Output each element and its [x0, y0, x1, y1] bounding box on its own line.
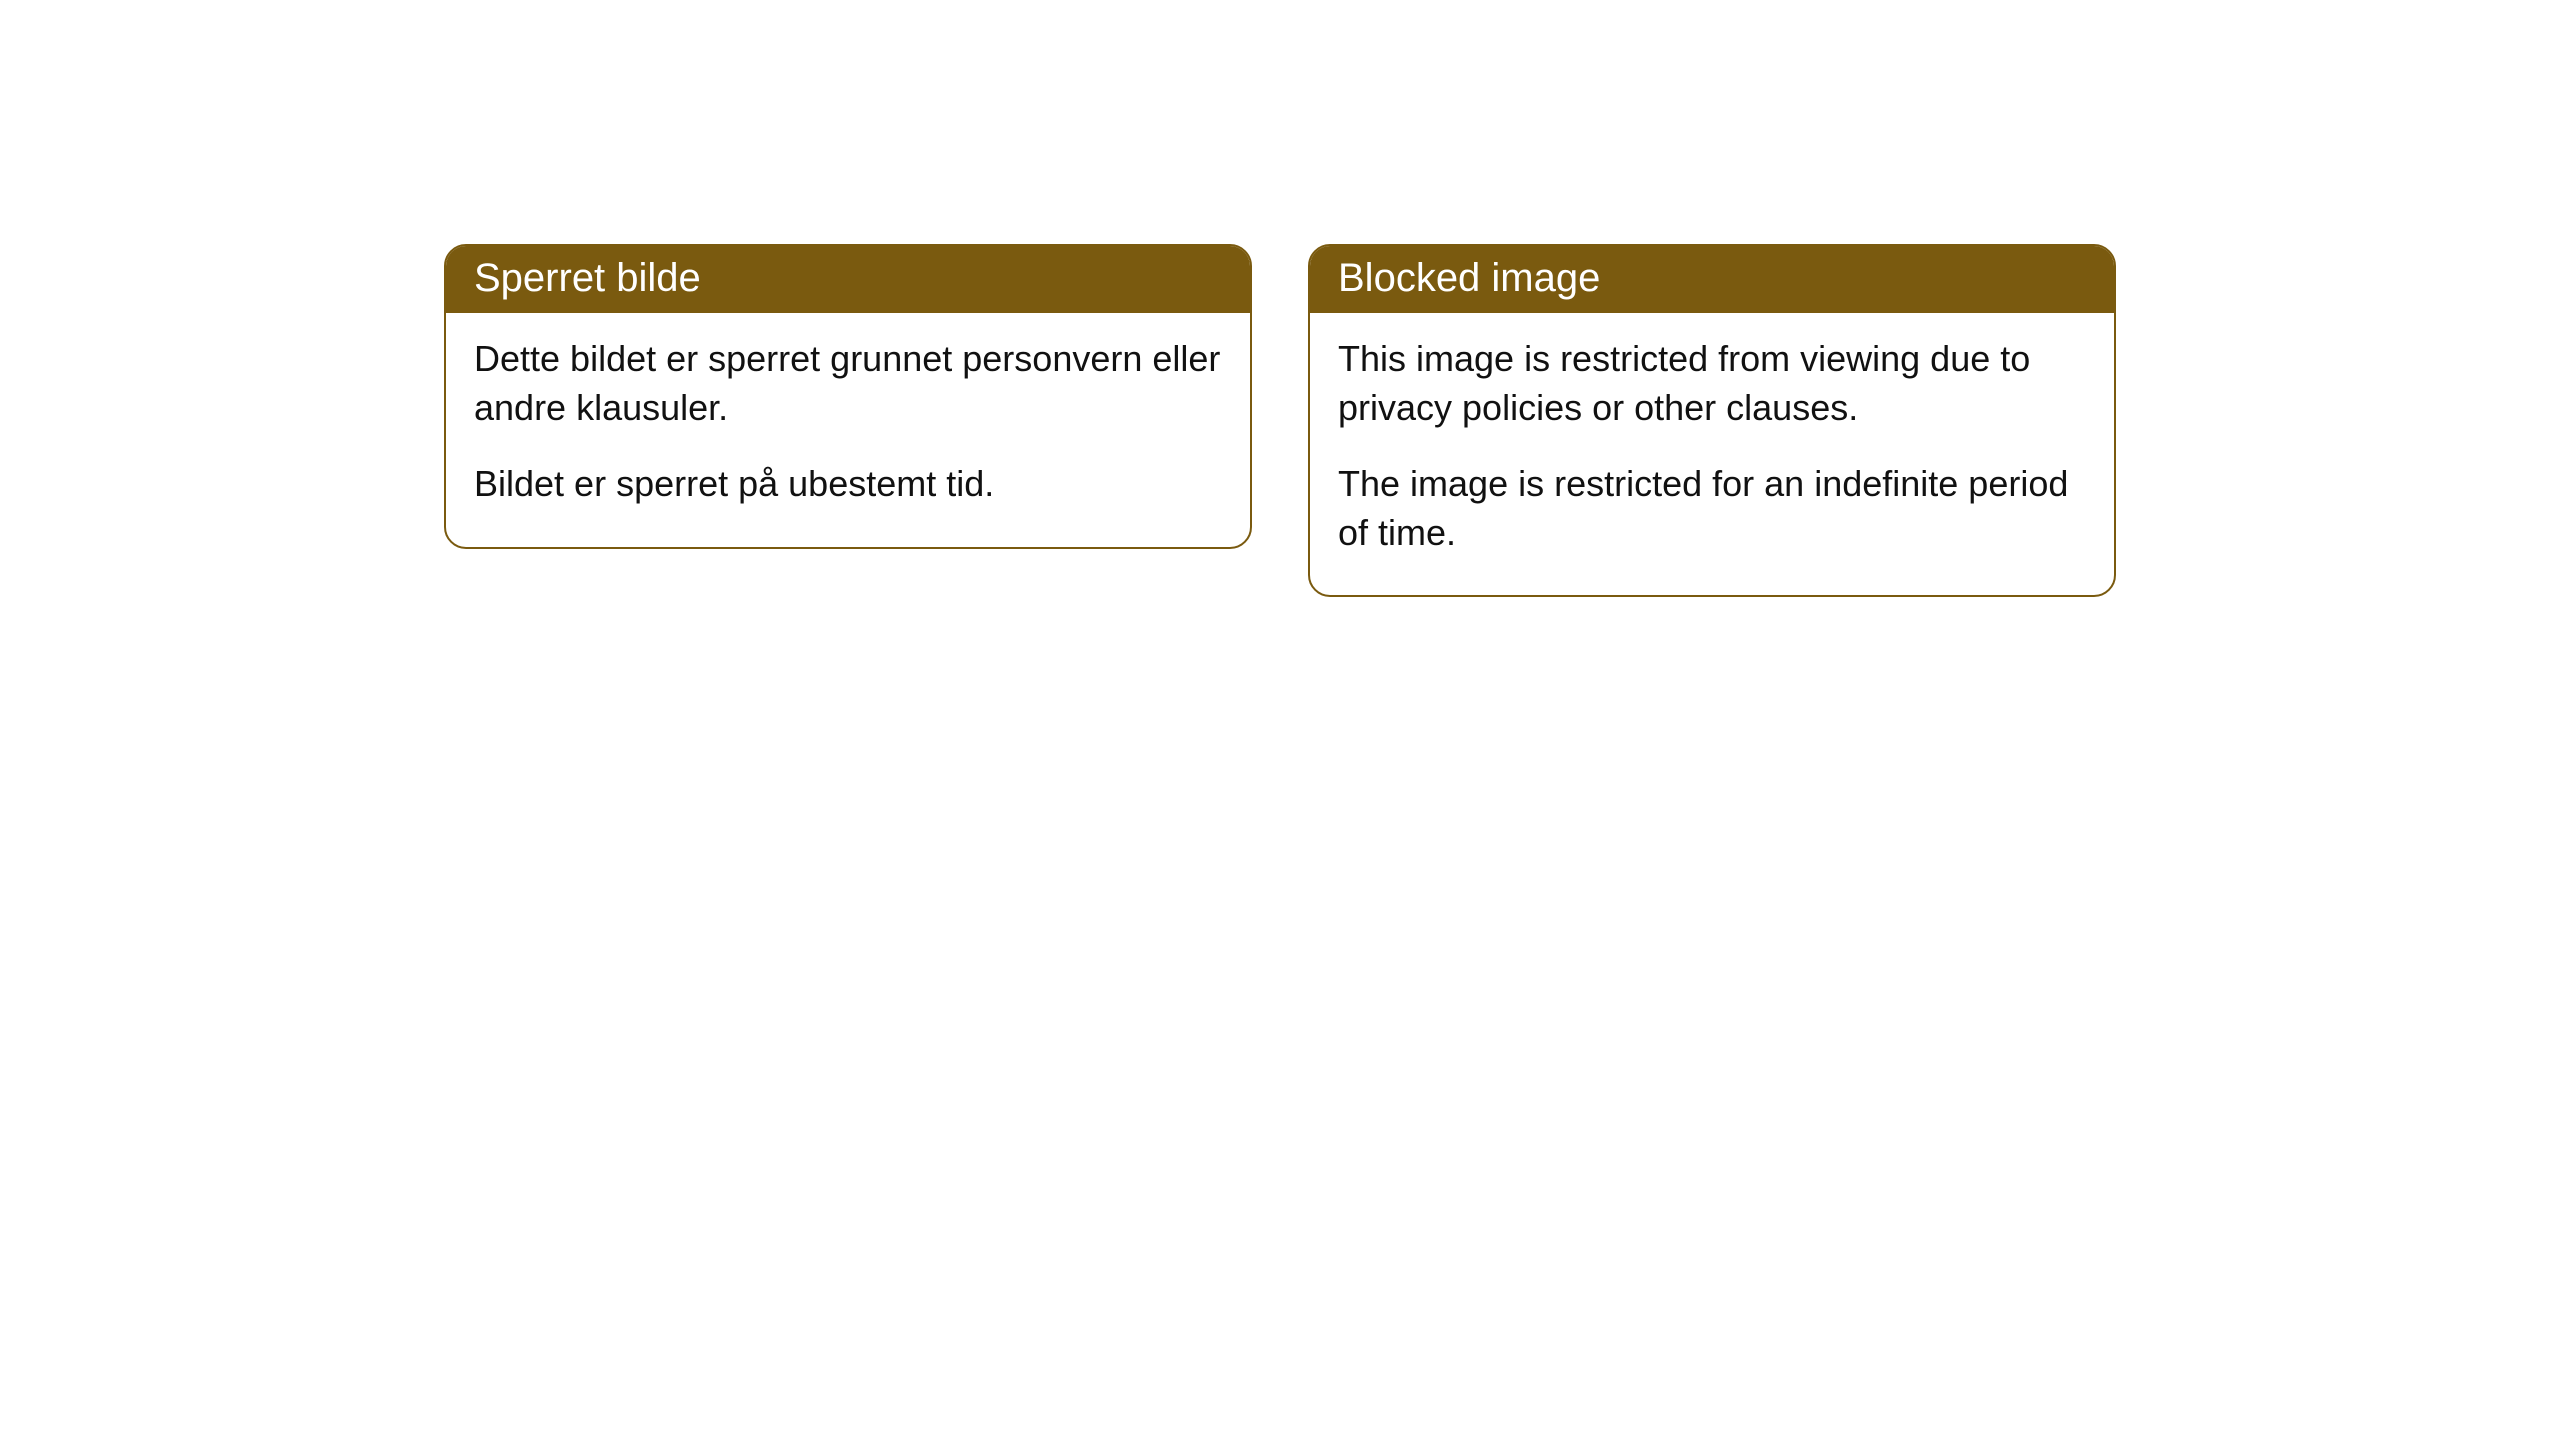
notice-title: Blocked image — [1338, 256, 1600, 300]
notice-paragraph: This image is restricted from viewing du… — [1338, 335, 2086, 432]
notice-header: Sperret bilde — [446, 246, 1250, 313]
notice-paragraph: Dette bildet er sperret grunnet personve… — [474, 335, 1222, 432]
notice-card-english: Blocked image This image is restricted f… — [1308, 244, 2116, 597]
notice-title: Sperret bilde — [474, 256, 701, 300]
notice-header: Blocked image — [1310, 246, 2114, 313]
notice-paragraph: The image is restricted for an indefinit… — [1338, 460, 2086, 557]
notice-body: This image is restricted from viewing du… — [1310, 313, 2114, 595]
notice-cards-container: Sperret bilde Dette bildet er sperret gr… — [444, 244, 2116, 1440]
notice-body: Dette bildet er sperret grunnet personve… — [446, 313, 1250, 547]
notice-card-norwegian: Sperret bilde Dette bildet er sperret gr… — [444, 244, 1252, 549]
notice-paragraph: Bildet er sperret på ubestemt tid. — [474, 460, 1222, 509]
